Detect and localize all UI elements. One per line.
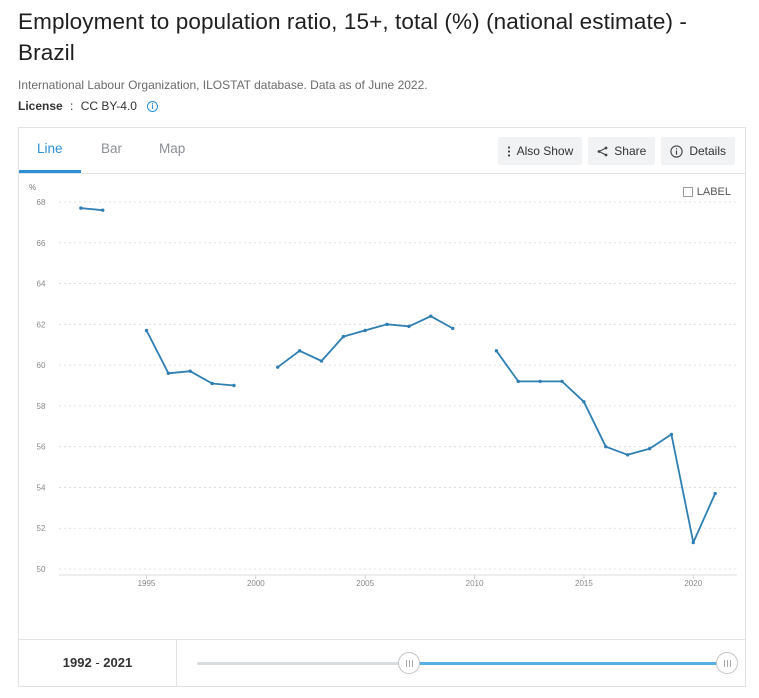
series-line (145, 329, 235, 387)
data-point (297, 349, 302, 353)
license-label: License (18, 99, 63, 113)
data-point (79, 206, 83, 210)
x-tick-label: 2000 (247, 579, 265, 588)
tab-bar[interactable]: Bar (101, 141, 123, 156)
x-tick-label: 2005 (356, 579, 374, 588)
range-start-handle[interactable] (398, 652, 420, 674)
data-point (232, 383, 236, 388)
y-tick-label: 66 (37, 239, 46, 248)
range-separator: - (91, 655, 104, 670)
chart-tabs: Line Bar Map Also Show Share Details (19, 128, 745, 174)
also-show-label: Also Show (516, 144, 574, 158)
data-point (166, 371, 171, 375)
data-point (516, 379, 520, 384)
series-line (80, 207, 103, 212)
page-title: Employment to population ratio, 15+, tot… (18, 9, 688, 65)
y-tick-label: 56 (37, 443, 46, 452)
data-point (625, 453, 630, 457)
tab-map[interactable]: Map (159, 141, 186, 156)
data-point (560, 379, 564, 384)
details-button[interactable]: Details (661, 137, 735, 165)
data-point (713, 491, 717, 496)
license-line: License : CC BY-4.0 i (18, 99, 158, 113)
data-point (319, 359, 324, 363)
year-range-label: 1992 - 2021 (19, 640, 177, 686)
data-point (210, 381, 214, 386)
range-footer: 1992 - 2021 (19, 639, 745, 686)
data-point (363, 328, 367, 333)
info-circle-icon (670, 144, 683, 158)
license-separator: : (66, 99, 77, 113)
chart-toolbar: Also Show Share Details (497, 137, 735, 165)
data-point (101, 208, 105, 212)
data-point (582, 400, 586, 404)
data-point (407, 324, 411, 329)
data-point (450, 326, 455, 331)
y-tick-label: 60 (37, 361, 46, 370)
data-point (647, 447, 652, 451)
data-point (276, 365, 280, 369)
license-value: CC BY-4.0 (80, 99, 137, 113)
data-point (385, 322, 389, 327)
share-button[interactable]: Share (588, 137, 656, 165)
data-point (691, 540, 695, 545)
range-end-handle[interactable] (716, 652, 738, 674)
series-line (277, 315, 454, 368)
range-end: 2021 (103, 655, 133, 670)
y-tick-label: 64 (37, 280, 46, 289)
chart-panel: Line Bar Map Also Show Share Details (18, 127, 746, 687)
data-point (538, 379, 542, 384)
label-toggle[interactable]: LABEL (682, 186, 731, 198)
label-checkbox[interactable] (682, 187, 693, 197)
source-note: International Labour Organization, ILOST… (18, 78, 428, 92)
y-tick-label: 68 (37, 198, 46, 207)
info-icon[interactable]: i (146, 100, 158, 112)
y-tick-label: 50 (37, 565, 46, 574)
x-tick-label: 2020 (684, 579, 702, 588)
details-label: Details (689, 144, 726, 158)
data-point (669, 432, 674, 437)
x-tick-label: 2010 (466, 579, 484, 588)
data-point (429, 314, 433, 318)
data-point (494, 349, 499, 353)
data-point (144, 328, 149, 333)
y-tick-label: 52 (37, 524, 46, 533)
y-tick-label: 54 (37, 483, 46, 492)
also-show-button[interactable]: Also Show (497, 137, 583, 165)
range-slider-track[interactable] (197, 652, 738, 674)
x-tick-label: 2015 (575, 579, 593, 588)
data-point (604, 444, 608, 449)
share-label: Share (614, 144, 647, 158)
label-toggle-text: LABEL (696, 186, 731, 198)
grip-icon (723, 659, 731, 667)
y-tick-label: 62 (37, 320, 46, 329)
range-start: 1992 (62, 655, 92, 670)
y-tick-label: 58 (37, 402, 46, 411)
x-tick-label: 1995 (138, 579, 156, 588)
data-point (188, 369, 192, 373)
y-unit-label: % (29, 183, 36, 192)
share-icon (597, 146, 608, 157)
data-point (341, 334, 346, 339)
grip-icon (405, 659, 413, 667)
tab-line[interactable]: Line (19, 128, 81, 173)
line-chart: % 50 52 54 56 58 60 62 64 66 68 1995 2000 2005 2010 201… (29, 183, 737, 588)
range-slider-fill (409, 662, 727, 665)
more-vertical-icon (507, 145, 511, 157)
